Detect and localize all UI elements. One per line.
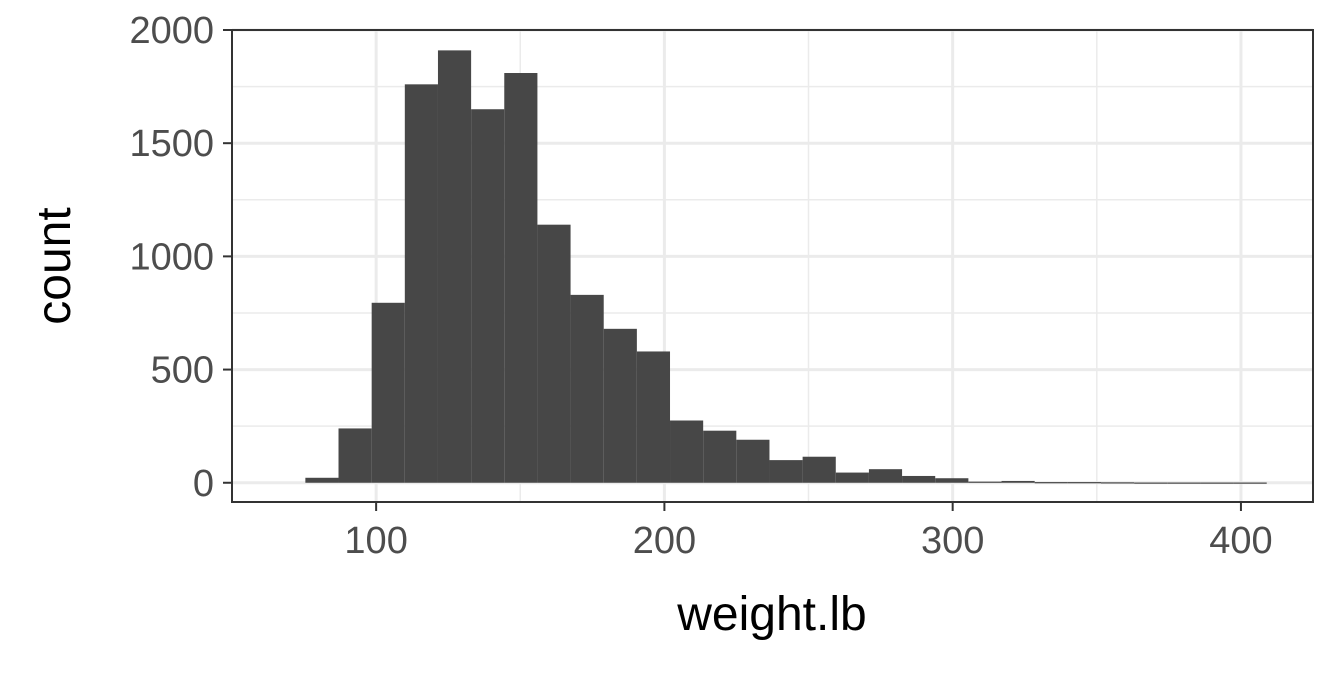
histogram-bar [570, 294, 604, 483]
histogram-bar [1034, 482, 1068, 484]
histogram-bar [1001, 480, 1035, 483]
histogram-bar [1167, 482, 1201, 484]
x-tick-label: 100 [344, 520, 407, 562]
histogram-bar [736, 439, 770, 483]
histogram-bar [1100, 482, 1135, 484]
x-tick-label: 300 [921, 520, 984, 562]
plot-panel-border [231, 29, 1314, 503]
histogram-bar [404, 84, 438, 483]
x-axis-title: weight.lb [676, 588, 866, 641]
histogram-bar [1134, 482, 1168, 484]
histogram-bar [935, 478, 969, 483]
histogram-bar [802, 456, 836, 483]
histogram-bar [670, 420, 704, 483]
histogram-bar [371, 302, 405, 483]
histogram-bar [537, 224, 571, 483]
histogram-bar [504, 73, 538, 483]
x-axis-ticks: 100 200 300 400 [344, 502, 1273, 562]
y-tick-label: 0 [193, 463, 214, 505]
histogram-bar [603, 328, 637, 483]
histogram-bar [636, 351, 671, 483]
histogram-bar [305, 477, 339, 483]
histogram-bar [338, 428, 372, 483]
x-tick-label: 200 [633, 520, 696, 562]
histogram-bar [769, 460, 803, 483]
histogram-bars [305, 50, 1267, 484]
histogram-bar [1200, 482, 1234, 484]
y-axis-ticks: 0 500 1000 1500 2000 [129, 10, 232, 505]
histogram-bar [868, 469, 903, 483]
y-tick-label: 500 [151, 350, 214, 392]
histogram-bar [902, 475, 936, 483]
histogram-bar [968, 481, 1002, 483]
histogram-bar [703, 430, 737, 483]
x-tick-label: 400 [1209, 520, 1272, 562]
y-tick-label: 2000 [129, 10, 214, 52]
y-axis-title: count [28, 207, 81, 324]
histogram-bar [471, 109, 505, 483]
y-tick-label: 1000 [129, 236, 214, 278]
histogram-bar [835, 472, 869, 483]
histogram-bar [437, 50, 472, 483]
histogram-bar [1233, 482, 1267, 484]
histogram-bar [1067, 482, 1101, 484]
y-tick-label: 1500 [129, 123, 214, 165]
